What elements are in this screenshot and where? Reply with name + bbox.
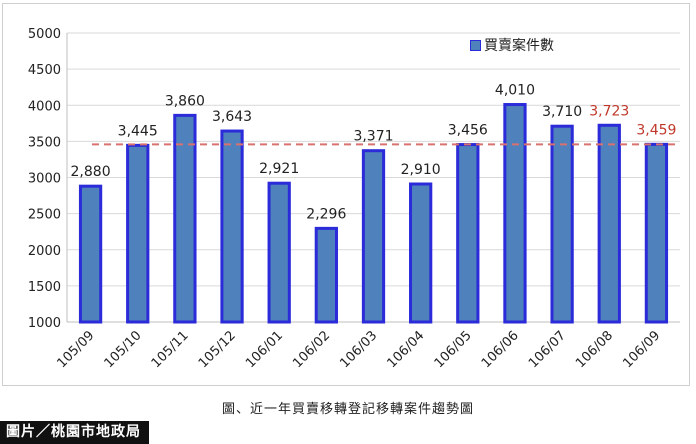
y-tick-label: 4000 — [28, 99, 61, 114]
data-label: 3,459 — [636, 122, 676, 138]
y-tick-label: 2500 — [28, 208, 61, 223]
data-label: 3,723 — [589, 103, 629, 119]
y-tick-label: 1500 — [28, 280, 61, 295]
data-label: 4,010 — [495, 83, 535, 99]
y-tick-label: 3000 — [28, 172, 61, 187]
x-tick-label: 105/10 — [102, 328, 145, 371]
image-credit: 圖片／桃園市地政局 — [0, 421, 149, 444]
bar — [314, 226, 338, 324]
legend-label: 買賣案件數 — [484, 38, 554, 54]
y-tick-label: 1000 — [28, 316, 61, 331]
bar — [267, 181, 291, 324]
bar — [456, 143, 480, 324]
y-tick-label: 3500 — [28, 135, 61, 150]
x-tick-label: 106/07 — [526, 328, 569, 371]
bar — [503, 103, 527, 324]
data-label: 3,445 — [118, 123, 158, 139]
x-tick-label: 106/09 — [620, 328, 663, 371]
bar — [409, 182, 433, 324]
bar — [126, 143, 150, 324]
bar — [644, 142, 669, 324]
x-tick-label: 105/11 — [149, 328, 192, 371]
y-tick-label: 4500 — [28, 63, 61, 78]
x-tick-label: 106/02 — [290, 328, 333, 371]
bar — [550, 124, 574, 324]
data-label: 3,371 — [353, 129, 393, 145]
y-tick-label: 5000 — [28, 27, 61, 42]
data-label: 2,921 — [259, 161, 299, 177]
bar — [220, 129, 244, 324]
legend: 買賣案件數 — [470, 35, 554, 55]
x-tick-label: 106/05 — [432, 328, 475, 371]
data-label: 2,296 — [306, 206, 346, 222]
x-tick-label: 106/03 — [337, 328, 380, 371]
data-label: 3,643 — [212, 109, 252, 125]
data-label: 2,880 — [71, 164, 111, 180]
y-tick-label: 2000 — [28, 244, 61, 259]
legend-swatch — [470, 39, 481, 51]
x-tick-label: 105/09 — [54, 328, 97, 371]
x-tick-label: 106/04 — [385, 328, 428, 371]
bar — [78, 184, 103, 324]
chart-caption: 圖、近一年買賣移轉登記移轉案件趨勢圖 — [221, 402, 474, 417]
data-label: 3,456 — [448, 123, 488, 139]
data-label: 2,910 — [401, 162, 441, 178]
data-label: 3,710 — [542, 104, 582, 120]
bar — [361, 149, 386, 324]
bar — [597, 123, 621, 324]
bar — [173, 113, 197, 324]
x-tick-label: 106/06 — [479, 328, 522, 371]
data-label: 3,860 — [165, 93, 205, 109]
x-tick-label: 105/12 — [196, 328, 239, 371]
x-tick-label: 106/01 — [243, 328, 286, 371]
x-tick-label: 106/08 — [573, 328, 616, 371]
